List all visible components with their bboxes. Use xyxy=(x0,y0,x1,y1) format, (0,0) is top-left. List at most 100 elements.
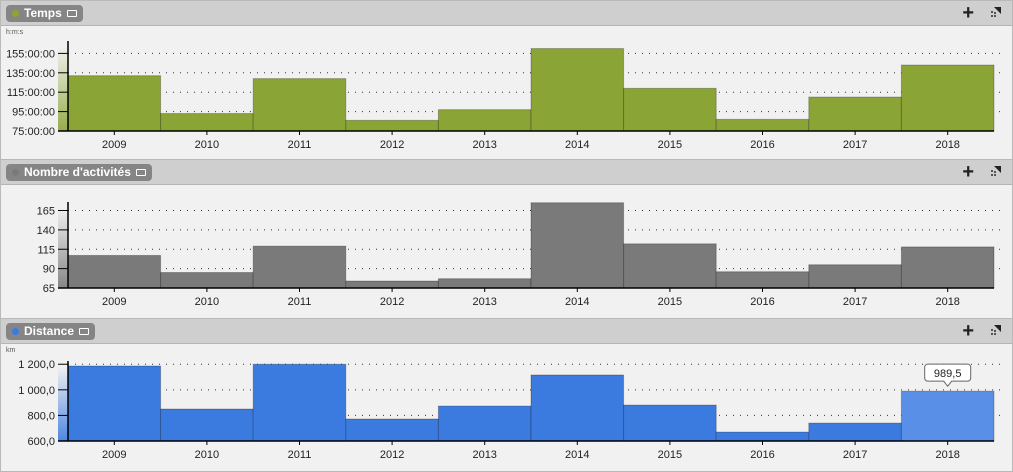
bar-2010[interactable] xyxy=(160,408,254,442)
x-tick-label: 2013 xyxy=(472,296,496,308)
bar-2010[interactable] xyxy=(160,113,254,132)
x-tick-label: 2018 xyxy=(935,296,959,308)
bar-2018[interactable] xyxy=(900,246,995,289)
y-tick-label: 90 xyxy=(43,264,55,276)
bar-2011[interactable] xyxy=(252,245,347,289)
tooltip-value: 989,5 xyxy=(934,368,962,380)
x-tick-label: 2016 xyxy=(750,296,774,308)
x-tick-label: 2018 xyxy=(935,139,959,151)
bar-2012[interactable] xyxy=(345,119,439,132)
bar-2015[interactable] xyxy=(623,404,717,442)
bar-2012[interactable] xyxy=(345,418,439,442)
x-tick-label: 2015 xyxy=(658,449,682,461)
bar-2015[interactable] xyxy=(623,243,717,289)
bar-2015[interactable] xyxy=(623,87,717,132)
panel-header: Temps + xyxy=(1,1,1012,26)
x-tick-label: 2009 xyxy=(102,296,126,308)
x-tick-label: 2013 xyxy=(472,139,496,151)
series-dot-icon xyxy=(12,328,19,335)
bar-chart: km 600,0 800,0 1 000,0 1 200,0 2009 2010 2011 20… xyxy=(6,347,1004,461)
y-tick-label: 95:00:00 xyxy=(12,107,55,119)
x-tick-label: 2012 xyxy=(380,296,404,308)
bar-2016[interactable] xyxy=(715,271,810,289)
y-tick-label: 165 xyxy=(37,206,55,218)
bar-2013[interactable] xyxy=(437,405,532,442)
y-unit-label: h:m:s xyxy=(6,29,24,36)
expand-icon[interactable] xyxy=(990,324,1002,336)
y-tick-label: 115:00:00 xyxy=(7,87,55,99)
y-tick-label: 65 xyxy=(43,283,55,295)
panel-title: Nombre d'activités xyxy=(24,165,131,179)
y-tick-label: 135:00:00 xyxy=(6,68,55,80)
x-tick-label: 2015 xyxy=(658,296,682,308)
axis-gradient xyxy=(58,366,68,441)
bar-2009[interactable] xyxy=(67,365,162,442)
bar-2012[interactable] xyxy=(345,280,439,289)
panel-header: Distance + xyxy=(1,319,1012,344)
x-tick-label: 2014 xyxy=(565,139,589,151)
y-tick-label: 600,0 xyxy=(27,436,55,448)
add-button[interactable]: + xyxy=(962,2,974,24)
bar-2018[interactable] xyxy=(900,64,995,132)
y-tick-label: 75:00:00 xyxy=(12,126,55,138)
panel-title: Temps xyxy=(24,6,62,20)
bar-2009[interactable] xyxy=(67,254,162,289)
y-unit-label: km xyxy=(6,347,16,354)
bar-2018[interactable] xyxy=(900,390,995,442)
bar-2014[interactable] xyxy=(530,48,625,132)
x-tick-label: 2018 xyxy=(935,449,959,461)
expand-icon[interactable] xyxy=(990,6,1002,18)
x-tick-label: 2017 xyxy=(843,139,867,151)
axis-gradient xyxy=(58,207,68,288)
series-dot-icon xyxy=(12,10,19,17)
x-tick-label: 2017 xyxy=(843,449,867,461)
bar-chart: h:m:s 75:00:00 95:00:00 115:00:00 135:00:00 1… xyxy=(6,29,1004,151)
x-tick-label: 2010 xyxy=(195,296,219,308)
expand-icon[interactable] xyxy=(990,165,1002,177)
x-tick-label: 2009 xyxy=(102,139,126,151)
x-tick-label: 2009 xyxy=(102,449,126,461)
y-tick-label: 800,0 xyxy=(27,410,55,422)
comment-icon[interactable] xyxy=(135,169,146,176)
x-tick-label: 2011 xyxy=(288,296,312,308)
bar-2009[interactable] xyxy=(67,75,162,132)
bar-2017[interactable] xyxy=(808,96,902,132)
comment-icon[interactable] xyxy=(66,10,77,17)
bar-2017[interactable] xyxy=(808,264,902,289)
bar-2013[interactable] xyxy=(437,278,532,289)
add-button[interactable]: + xyxy=(962,161,974,183)
panel-title-tag[interactable]: Nombre d'activités xyxy=(6,164,152,181)
bar-2011[interactable] xyxy=(252,78,347,132)
value-tooltip xyxy=(924,363,972,387)
bar-2016[interactable] xyxy=(715,118,810,132)
chart-panel-2: Distance + km 600,0 800,0 1 000,0 1 200,0 200… xyxy=(0,318,1013,472)
x-tick-label: 2011 xyxy=(288,139,312,151)
bar-2010[interactable] xyxy=(160,272,254,289)
x-tick-label: 2017 xyxy=(843,296,867,308)
bar-2013[interactable] xyxy=(437,109,532,132)
x-tick-label: 2012 xyxy=(380,449,404,461)
y-tick-label: 1 200,0 xyxy=(18,359,55,371)
x-tick-label: 2013 xyxy=(472,449,496,461)
bar-chart: 65 90 115 140 165 2009 2010 2011 2012 2013 2014 201… xyxy=(37,202,1004,308)
x-tick-label: 2015 xyxy=(658,139,682,151)
x-tick-label: 2011 xyxy=(288,449,312,461)
bar-2014[interactable] xyxy=(530,202,625,289)
bar-2011[interactable] xyxy=(252,363,347,442)
x-tick-label: 2010 xyxy=(195,139,219,151)
y-tick-label: 1 000,0 xyxy=(18,385,55,397)
panel-title-tag[interactable]: Temps xyxy=(6,5,83,22)
bar-2017[interactable] xyxy=(808,422,902,442)
bar-2016[interactable] xyxy=(715,431,810,442)
comment-icon[interactable] xyxy=(79,328,90,335)
series-dot-icon xyxy=(12,169,19,176)
panel-header: Nombre d'activités + xyxy=(1,160,1012,185)
x-tick-label: 2014 xyxy=(565,449,589,461)
y-tick-label: 115 xyxy=(37,244,55,256)
panel-title-tag[interactable]: Distance xyxy=(6,323,96,340)
y-tick-label: 140 xyxy=(37,225,55,237)
x-tick-label: 2014 xyxy=(565,296,589,308)
bar-2014[interactable] xyxy=(530,374,625,442)
x-tick-label: 2012 xyxy=(380,139,404,151)
add-button[interactable]: + xyxy=(962,320,974,342)
